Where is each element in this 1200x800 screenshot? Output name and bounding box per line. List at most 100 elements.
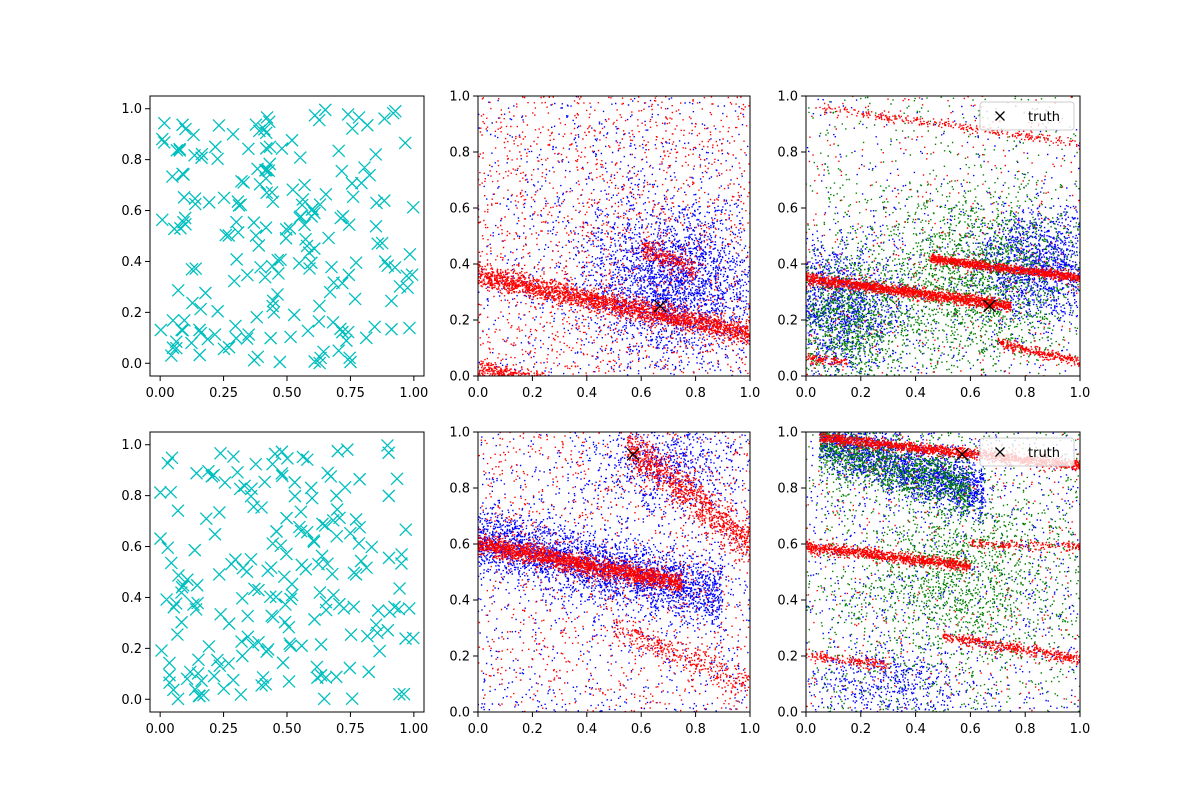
x-tick-label: 0.6 [960, 386, 981, 401]
truth-marker [955, 447, 969, 461]
x-tick-label: 0.75 [336, 722, 365, 737]
x-tick-label: 0.2 [850, 386, 871, 401]
x-tick-label: 0.2 [850, 722, 871, 737]
x-tick-label: 0.00 [146, 386, 175, 401]
series-red-bottom-right [806, 432, 1080, 712]
truth-marker [983, 299, 997, 313]
axes-frame [805, 95, 1081, 377]
x-tick-label: 0.8 [685, 386, 706, 401]
x-tick-label: 0.6 [960, 722, 981, 737]
x-tick-label: 0.0 [468, 722, 489, 737]
x-tick-label: 0.2 [522, 386, 543, 401]
x-tick-label: 0.4 [576, 386, 597, 401]
dot-markers [478, 432, 750, 712]
y-tick-label: 1.0 [777, 90, 798, 105]
series-red-top-middle [478, 96, 750, 376]
y-tick-label: 0.8 [777, 146, 798, 161]
x-tick-label: 0.4 [905, 386, 926, 401]
y-tick-label: 0.4 [121, 255, 142, 270]
axes-frame [477, 95, 751, 377]
x-tick-label: 0.75 [336, 386, 365, 401]
y-tick-label: 0.2 [121, 642, 142, 657]
dot-markers [806, 96, 1080, 376]
legend-marker [995, 111, 1005, 121]
y-tick-label: 0.0 [121, 357, 142, 372]
x-tick-label: 0.00 [146, 722, 175, 737]
plot-area-bottom-left [153, 439, 420, 706]
y-tick-label: 0.0 [777, 706, 798, 721]
y-tick-label: 0.6 [449, 202, 470, 217]
series-red-bottom-middle [478, 432, 750, 712]
y-tick-label: 0.2 [121, 306, 142, 321]
y-tick-label: 0.2 [449, 650, 470, 665]
y-tick-label: 0.8 [449, 146, 470, 161]
y-tick-label: 0.8 [449, 482, 470, 497]
y-tick-label: 0.8 [777, 482, 798, 497]
y-tick-label: 0.0 [449, 706, 470, 721]
y-tick-label: 0.4 [777, 258, 798, 273]
legend-label: truth [1028, 110, 1060, 125]
x-tick-label: 0.2 [522, 722, 543, 737]
y-tick-label: 1.0 [777, 426, 798, 441]
y-tick-label: 0.6 [449, 538, 470, 553]
y-tick-label: 0.6 [121, 204, 142, 219]
legend-label: truth [1028, 446, 1060, 461]
x-tick-label: 1.0 [1070, 386, 1091, 401]
x-tick-label: 1.00 [399, 386, 428, 401]
y-tick-label: 1.0 [449, 426, 470, 441]
x-tick-label: 1.0 [740, 386, 761, 401]
x-tick-label: 0.4 [905, 722, 926, 737]
y-tick-label: 0.4 [121, 591, 142, 606]
y-tick-label: 0.0 [449, 370, 470, 385]
x-tick-label: 0.8 [1015, 386, 1036, 401]
y-tick-label: 1.0 [449, 90, 470, 105]
y-tick-label: 0.4 [449, 258, 470, 273]
series-green-bottom-right [806, 432, 1080, 712]
x-tick-label: 0.8 [1015, 722, 1036, 737]
x-tick-label: 0.25 [209, 722, 238, 737]
x-tick-label: 0.50 [273, 722, 302, 737]
subplot-top-left: 0.00 0.25 0.50 0.75 1.00 0.0 0.2 0.4 0.6 0.8 1.0 [121, 95, 428, 401]
y-tick-label: 0.4 [777, 594, 798, 609]
y-tick-label: 0.6 [121, 540, 142, 555]
subplot-bottom-right: 0.0 0.2 0.4 0.6 0.8 1.0 0.0 0.2 0.4 0.6 0.8 1.0 trut… [777, 426, 1090, 738]
x-tick-label: 1.0 [1070, 722, 1091, 737]
legend-box [979, 437, 1075, 467]
truth-marker [626, 447, 640, 461]
dot-markers [806, 432, 1080, 712]
x-tick-label: 0.50 [273, 386, 302, 401]
legend: truth [979, 437, 1075, 467]
y-tick-label: 0.8 [121, 489, 142, 504]
y-tick-label: 0.2 [449, 314, 470, 329]
plot-area-bottom-right [806, 432, 1080, 712]
series-cyan-top-left [154, 103, 420, 370]
x-tick-label: 0.25 [209, 386, 238, 401]
legend: truth [979, 101, 1075, 131]
x-markers [154, 103, 420, 370]
legend-box [979, 101, 1075, 131]
x-tick-label: 1.0 [740, 722, 761, 737]
y-tick-label: 0.6 [777, 538, 798, 553]
y-tick-label: 0.6 [777, 202, 798, 217]
plot-area-top-middle [478, 96, 750, 376]
plot-area-top-right [806, 96, 1080, 376]
legend-marker [995, 447, 1005, 457]
plot-area-bottom-middle [478, 432, 750, 712]
y-tick-label: 0.4 [449, 594, 470, 609]
y-tick-label: 0.2 [777, 314, 798, 329]
x-tick-label: 0.0 [468, 386, 489, 401]
x-tick-label: 0.8 [685, 722, 706, 737]
y-tick-label: 0.8 [121, 153, 142, 168]
truth-marker [653, 299, 667, 313]
axes-frame [477, 431, 751, 713]
x-tick-label: 1.00 [399, 722, 428, 737]
x-tick-label: 0.0 [796, 386, 817, 401]
y-tick-label: 0.0 [777, 370, 798, 385]
x-tick-label: 0.4 [576, 722, 597, 737]
axes-frame [805, 431, 1081, 713]
y-tick-label: 1.0 [121, 102, 142, 117]
dot-markers [806, 432, 1080, 712]
x-tick-label: 0.0 [796, 722, 817, 737]
series-red-top-right [806, 96, 1080, 376]
